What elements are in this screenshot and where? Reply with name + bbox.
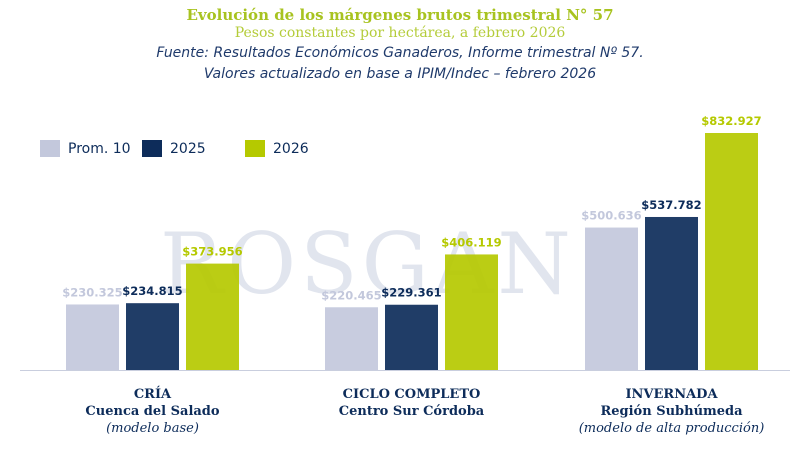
category-label-line: CICLO COMPLETO — [342, 387, 481, 402]
bar — [385, 304, 438, 370]
data-label: $234.815 — [122, 284, 182, 298]
bar — [126, 303, 179, 370]
category-label-line: Centro Sur Córdoba — [338, 404, 485, 419]
source-note: Fuente: Resultados Económicos Ganaderos,… — [156, 45, 644, 61]
data-label: $229.361 — [381, 286, 441, 300]
chart-title: Evolución de los márgenes brutos trimest… — [186, 6, 614, 24]
category-label: INVERNADA Región Subhúmeda (modelo de alta… — [542, 386, 800, 437]
category-label-line: Cuenca del Salado — [85, 404, 220, 419]
legend-item: 2025 — [142, 140, 206, 157]
data-label: $500.636 — [581, 209, 641, 223]
bar — [445, 254, 498, 370]
legend-label: 2026 — [273, 140, 309, 157]
category-label-line: (modelo base) — [106, 421, 199, 436]
bar — [645, 216, 698, 370]
category-label-line: Región Subhúmeda — [600, 404, 743, 419]
data-label: $220.465 — [321, 288, 381, 302]
legend-swatch — [245, 140, 265, 157]
data-label: $832.927 — [701, 114, 761, 128]
data-label: $230.325 — [62, 285, 122, 299]
category-label: CICLO COMPLETO Centro Sur Córdoba — [282, 386, 542, 420]
category-label-line: CRÍA — [133, 387, 172, 402]
legend-label: Prom. 10 — [68, 140, 131, 157]
chart-subtitle: Pesos constantes por hectárea, a febrero… — [234, 25, 566, 41]
category-label-line: (modelo de alta producción) — [578, 421, 765, 436]
bar — [585, 227, 638, 370]
legend-label: 2025 — [170, 140, 206, 157]
bar — [186, 263, 239, 370]
data-label: $373.956 — [182, 245, 242, 259]
values-note: Valores actualizado en base a IPIM/Indec… — [203, 66, 597, 82]
legend-item: Prom. 10 — [40, 140, 131, 157]
category-label-line: INVERNADA — [625, 387, 718, 402]
legend-item: 2026 — [245, 140, 309, 157]
bar — [705, 133, 758, 370]
bar — [325, 307, 378, 370]
data-label: $406.119 — [441, 235, 501, 249]
legend-swatch — [40, 140, 60, 157]
bar — [66, 304, 119, 370]
category-label: CRÍA Cuenca del Salado (modelo base) — [23, 386, 283, 437]
data-label: $537.782 — [641, 198, 701, 212]
legend-swatch — [142, 140, 162, 157]
